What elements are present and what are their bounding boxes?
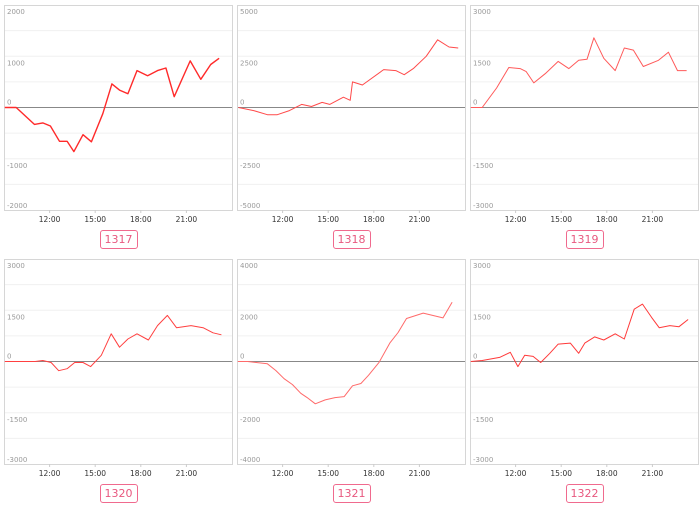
line-chart: 4000 2000 0 -2000 -4000 12:00 15:00 18:00 21:00 <box>237 259 466 479</box>
y-tick-label: 5000 <box>240 8 258 16</box>
y-tick-label: -3000 <box>473 456 493 464</box>
y-tick-label: -4000 <box>240 456 260 464</box>
line-chart: 3000 1500 0 -1500 -3000 12:00 15:00 18:00 21:00 <box>470 5 699 225</box>
y-tick-label: -1500 <box>7 416 27 424</box>
x-tick-label: 15:00 <box>317 215 339 224</box>
x-tick-label: 15:00 <box>550 215 572 224</box>
chart-label-badge[interactable]: 1318 <box>333 230 371 249</box>
x-tick-label: 12:00 <box>505 469 527 478</box>
x-tick-label: 12:00 <box>272 469 294 478</box>
chart-label-badge[interactable]: 1319 <box>566 230 604 249</box>
y-tick-label: -1500 <box>473 162 493 170</box>
y-tick-label: 0 <box>7 353 11 361</box>
x-tick-label: 12:00 <box>39 215 61 224</box>
y-tick-label: 4000 <box>240 262 258 270</box>
y-tick-label: 2500 <box>240 59 258 67</box>
x-tick-label: 18:00 <box>596 215 618 224</box>
y-tick-label: -1000 <box>7 162 27 170</box>
x-tick-label: 18:00 <box>363 469 385 478</box>
y-tick-label: -5000 <box>240 202 260 210</box>
y-tick-label: 0 <box>7 99 11 107</box>
y-tick-label: 1500 <box>7 313 25 321</box>
y-tick-label: 2000 <box>7 8 25 16</box>
x-tick-label: 21:00 <box>176 469 198 478</box>
y-tick-label: -2000 <box>240 416 260 424</box>
line-chart: 5000 2500 0 -2500 -5000 12:00 15:00 18:00 21:00 <box>237 5 466 225</box>
x-tick-label: 12:00 <box>505 215 527 224</box>
x-tick-label: 15:00 <box>550 469 572 478</box>
y-tick-label: -2500 <box>240 162 260 170</box>
x-tick-label: 21:00 <box>642 469 664 478</box>
chart-label-badge[interactable]: 1320 <box>100 484 138 503</box>
x-tick-label: 18:00 <box>130 469 152 478</box>
x-tick-label: 15:00 <box>317 469 339 478</box>
line-chart: 3000 1500 0 -1500 -3000 12:00 15:00 18:00 21:00 <box>470 259 699 479</box>
chart-label-badge[interactable]: 1322 <box>566 484 604 503</box>
x-tick-label: 18:00 <box>363 215 385 224</box>
y-tick-label: -3000 <box>7 456 27 464</box>
chart-label-badge[interactable]: 1321 <box>333 484 371 503</box>
y-tick-label: 3000 <box>473 8 491 16</box>
y-tick-label: 1500 <box>473 313 491 321</box>
y-tick-label: -3000 <box>473 202 493 210</box>
y-tick-label: 0 <box>240 353 244 361</box>
line-chart: 3000 1500 0 -1500 -3000 12:00 15:00 18:00 21:00 <box>4 259 233 479</box>
x-tick-label: 21:00 <box>409 469 431 478</box>
y-tick-label: 0 <box>473 353 477 361</box>
x-tick-label: 21:00 <box>176 215 198 224</box>
chart-label-badge[interactable]: 1317 <box>100 230 138 249</box>
y-tick-label: 0 <box>473 99 477 107</box>
line-chart: 2000 1000 0 -1000 -2000 12:00 15:00 18:00 21:00 <box>4 5 233 225</box>
y-tick-label: 3000 <box>473 262 491 270</box>
x-tick-label: 18:00 <box>130 215 152 224</box>
y-tick-label: 0 <box>240 99 244 107</box>
x-tick-label: 21:00 <box>409 215 431 224</box>
y-tick-label: 1500 <box>473 59 491 67</box>
y-tick-label: 1000 <box>7 59 25 67</box>
x-tick-label: 21:00 <box>642 215 664 224</box>
y-tick-label: -2000 <box>7 202 27 210</box>
y-tick-label: 3000 <box>7 262 25 270</box>
x-tick-label: 12:00 <box>39 469 61 478</box>
y-tick-label: 2000 <box>240 313 258 321</box>
x-tick-label: 15:00 <box>84 215 106 224</box>
x-tick-label: 12:00 <box>272 215 294 224</box>
x-tick-label: 15:00 <box>84 469 106 478</box>
y-tick-label: -1500 <box>473 416 493 424</box>
x-tick-label: 18:00 <box>596 469 618 478</box>
